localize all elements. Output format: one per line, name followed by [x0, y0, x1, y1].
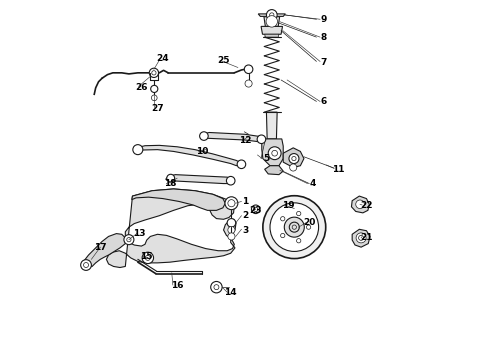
Text: 1: 1 — [242, 197, 248, 206]
Circle shape — [226, 176, 235, 185]
Circle shape — [149, 68, 159, 77]
Text: 7: 7 — [320, 58, 327, 67]
Polygon shape — [132, 189, 225, 210]
Circle shape — [284, 217, 304, 237]
Text: 9: 9 — [320, 15, 327, 24]
Circle shape — [281, 233, 285, 238]
Text: 2: 2 — [242, 211, 248, 220]
Text: 23: 23 — [249, 206, 262, 215]
Circle shape — [228, 200, 235, 207]
Text: 15: 15 — [141, 252, 153, 261]
Text: 25: 25 — [218, 56, 230, 65]
Text: 4: 4 — [310, 179, 316, 188]
Circle shape — [245, 80, 252, 87]
Polygon shape — [262, 139, 283, 166]
Circle shape — [245, 65, 253, 73]
Circle shape — [199, 132, 208, 140]
Circle shape — [290, 164, 297, 171]
Circle shape — [251, 205, 260, 213]
Text: 14: 14 — [224, 288, 237, 297]
Circle shape — [257, 135, 266, 144]
Circle shape — [151, 85, 158, 93]
Circle shape — [167, 174, 174, 182]
Polygon shape — [351, 196, 369, 213]
Polygon shape — [267, 112, 277, 139]
Polygon shape — [200, 132, 263, 142]
Polygon shape — [83, 234, 125, 267]
Text: 6: 6 — [320, 97, 327, 106]
Text: 19: 19 — [282, 201, 294, 210]
Circle shape — [296, 211, 301, 216]
Text: 18: 18 — [164, 179, 176, 188]
Polygon shape — [264, 17, 280, 26]
Circle shape — [268, 147, 281, 159]
Polygon shape — [261, 26, 283, 34]
Polygon shape — [166, 175, 234, 184]
Circle shape — [151, 95, 157, 101]
Circle shape — [270, 203, 318, 251]
Text: 3: 3 — [242, 225, 248, 234]
Text: 11: 11 — [332, 165, 344, 174]
Text: 27: 27 — [151, 104, 164, 113]
Circle shape — [356, 200, 364, 208]
Text: 17: 17 — [94, 243, 107, 252]
Polygon shape — [256, 136, 262, 141]
Text: 5: 5 — [263, 154, 270, 163]
Text: 12: 12 — [239, 136, 251, 145]
Circle shape — [133, 145, 143, 155]
Circle shape — [266, 16, 277, 27]
Circle shape — [228, 226, 235, 234]
Text: 13: 13 — [133, 229, 146, 238]
Circle shape — [289, 154, 299, 163]
Circle shape — [142, 252, 153, 264]
Text: 21: 21 — [360, 233, 373, 242]
Polygon shape — [265, 166, 283, 175]
Polygon shape — [352, 229, 370, 247]
Circle shape — [227, 219, 236, 227]
Text: 24: 24 — [156, 54, 169, 63]
Polygon shape — [283, 148, 304, 167]
Circle shape — [306, 225, 311, 229]
Polygon shape — [136, 145, 242, 166]
Text: 8: 8 — [320, 33, 327, 42]
Circle shape — [124, 235, 134, 245]
Text: 26: 26 — [135, 83, 147, 92]
Circle shape — [296, 239, 301, 243]
Text: 16: 16 — [171, 281, 183, 290]
Circle shape — [81, 260, 92, 270]
Circle shape — [237, 160, 245, 168]
Circle shape — [211, 282, 222, 293]
Circle shape — [356, 233, 366, 243]
Polygon shape — [265, 34, 279, 37]
Circle shape — [267, 10, 277, 20]
Circle shape — [263, 196, 326, 258]
Text: 20: 20 — [303, 219, 316, 228]
Text: 22: 22 — [360, 201, 373, 210]
Circle shape — [225, 197, 238, 210]
Polygon shape — [258, 14, 285, 17]
Text: 10: 10 — [196, 147, 208, 156]
Polygon shape — [106, 189, 236, 267]
Circle shape — [281, 217, 285, 221]
Circle shape — [228, 233, 235, 240]
